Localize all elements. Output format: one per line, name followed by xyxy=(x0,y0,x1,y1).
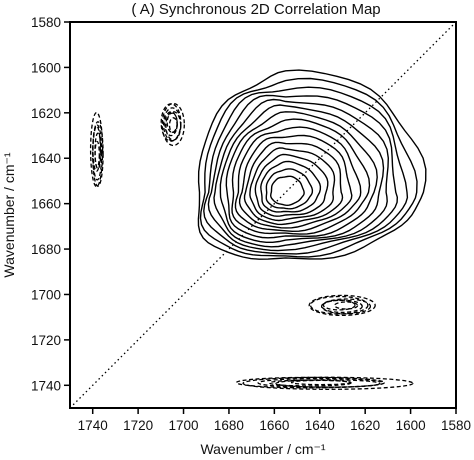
dashed-contour xyxy=(242,376,414,390)
y-tick-label: 1620 xyxy=(31,106,61,121)
y-tick-label: 1740 xyxy=(31,378,61,393)
solid-contour xyxy=(231,118,371,235)
x-axis-ticks: 1740 1720 1700 1680 1660 1640 1620 1600 1580 xyxy=(78,408,471,433)
dashed-contour xyxy=(161,102,185,147)
x-tick-label: 1720 xyxy=(123,418,153,433)
solid-contour xyxy=(238,134,353,229)
dashed-contour xyxy=(321,299,363,314)
solid-contour xyxy=(260,160,322,213)
x-tick-label: 1740 xyxy=(78,418,108,433)
negative-peak xyxy=(160,102,185,147)
solid-contour xyxy=(269,175,305,207)
solid-contour xyxy=(249,147,336,222)
plot-area xyxy=(69,21,457,409)
chart-title: ( A) Synchronous 2D Correlation Map xyxy=(131,1,380,18)
x-tick-label: 1580 xyxy=(441,418,471,433)
solid-contour xyxy=(199,77,418,258)
dashed-contour xyxy=(320,298,372,315)
solid-contour xyxy=(243,141,344,226)
dashed-contour xyxy=(309,295,369,315)
negative-peak xyxy=(89,111,104,188)
y-tick-label: 1680 xyxy=(31,242,61,257)
dashed-contour xyxy=(166,112,178,133)
y-tick-label: 1720 xyxy=(31,333,61,348)
solid-contour xyxy=(225,111,378,239)
y-axis-ticks: 1580 1600 1620 1640 1660 1680 1700 1720 1740 xyxy=(31,15,70,393)
y-tick-label: 1640 xyxy=(31,151,61,166)
solid-contour xyxy=(265,168,314,210)
solid-contour xyxy=(207,94,399,252)
negative-peak xyxy=(235,376,414,390)
solid-contour xyxy=(234,126,362,233)
x-tick-label: 1600 xyxy=(396,418,426,433)
plot-frame xyxy=(69,21,457,409)
dashed-contour xyxy=(290,379,352,386)
dashed-contour xyxy=(92,124,103,181)
dashed-contour xyxy=(333,301,359,310)
negative-peak xyxy=(308,294,376,317)
solid-contour xyxy=(219,104,385,243)
dashed-contour xyxy=(308,294,376,317)
dashed-contour xyxy=(89,111,104,188)
solid-contour xyxy=(203,86,409,255)
x-tick-label: 1620 xyxy=(350,418,380,433)
dashed-contour xyxy=(92,121,104,187)
positive-peak xyxy=(197,69,427,260)
dashed-contour xyxy=(275,379,381,388)
x-axis-label: Wavenumber / cm⁻¹ xyxy=(200,441,325,457)
dashed-contour xyxy=(235,376,386,389)
x-tick-label: 1680 xyxy=(214,418,244,433)
solid-contour xyxy=(213,98,390,248)
x-tick-label: 1640 xyxy=(305,418,335,433)
x-tick-label: 1660 xyxy=(259,418,289,433)
dashed-contour xyxy=(322,299,356,311)
y-axis-label: Wavenumber / cm⁻¹ xyxy=(1,152,17,277)
y-tick-label: 1600 xyxy=(31,60,61,75)
dashed-contour xyxy=(268,379,352,387)
diagonal-line xyxy=(69,21,457,409)
y-tick-label: 1660 xyxy=(31,197,61,212)
solid-contour xyxy=(197,69,427,260)
solid-contour xyxy=(254,153,329,217)
dashed-contour xyxy=(164,111,178,137)
y-tick-label: 1580 xyxy=(31,15,61,30)
y-tick-label: 1700 xyxy=(31,287,61,302)
x-tick-label: 1700 xyxy=(169,418,199,433)
